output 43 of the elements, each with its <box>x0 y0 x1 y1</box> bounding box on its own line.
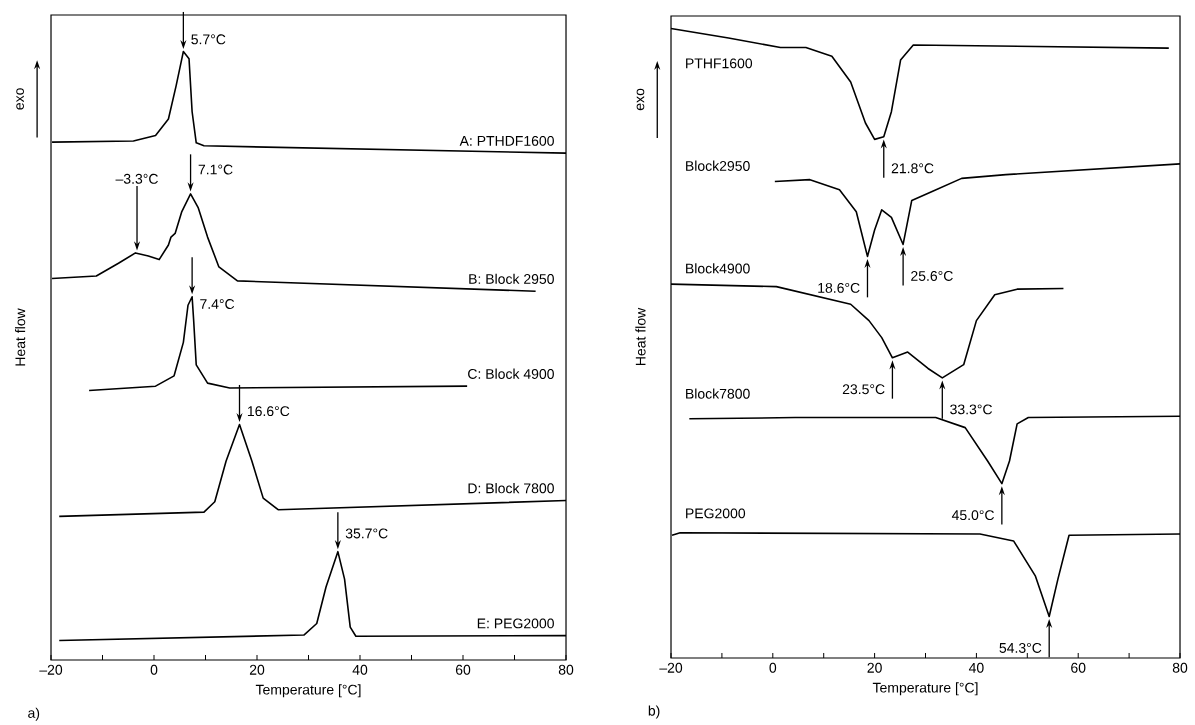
legend-label: PTHF1600 <box>686 58 753 69</box>
x-tick-label: 80 <box>558 664 574 675</box>
annotation: 18.6°C <box>818 282 860 293</box>
series-label: PEG2000 <box>686 508 746 519</box>
series-label: A: PTHDF1600 <box>459 135 554 146</box>
annotation: –3.3°C <box>115 173 158 184</box>
x-tick-label: –20 <box>39 664 63 675</box>
x-axis-title: Temperature [°C] <box>255 684 361 698</box>
annotation: 5.7°C <box>191 34 226 45</box>
x-tick-label: 20 <box>867 662 882 673</box>
x-tick-label: 40 <box>352 664 368 675</box>
text: exo <box>636 88 645 110</box>
series-label: Block2950 <box>686 160 750 171</box>
y-axis-title: Heat flow <box>635 307 646 365</box>
series-label: E: PEG2000 <box>477 618 554 629</box>
x-tick-label: 40 <box>968 662 984 673</box>
series-label: B: Block 2950 <box>469 273 554 284</box>
x-tick-label: 0 <box>150 664 158 675</box>
text: exo <box>16 87 24 110</box>
y-axis-title: Heat flow <box>14 308 26 366</box>
x-tick-label: 60 <box>455 664 471 675</box>
annotation: 7.4°C <box>200 298 235 309</box>
x-axis-title: Temperature [°C] <box>872 682 978 696</box>
annotation: 33.3°C <box>950 404 993 415</box>
annotation: 7.1°C <box>198 164 233 175</box>
x-tick-label: 20 <box>249 664 265 675</box>
annotation: 25.6°C <box>911 270 953 281</box>
annotation: 54.3°C <box>999 642 1042 653</box>
annotation: 23.5°C <box>842 384 885 395</box>
annotation: 21.8°C <box>891 163 934 174</box>
series-label: Block7800 <box>686 388 750 399</box>
x-tick-label: 0 <box>769 662 777 673</box>
text: a) <box>28 707 40 721</box>
x-tick-label: 60 <box>1071 662 1086 673</box>
annotation: 45.0°C <box>951 509 995 520</box>
x-tick-label: 80 <box>1172 662 1188 673</box>
annotation: 35.7°C <box>345 528 388 539</box>
series-label: D: Block 7800 <box>468 482 554 494</box>
series-label: Block4900 <box>686 263 750 274</box>
series-label: C: Block 4900 <box>468 368 554 379</box>
annotation: 16.6°C <box>247 405 290 416</box>
x-tick-label: –20 <box>659 662 683 673</box>
text: b) <box>648 705 660 719</box>
